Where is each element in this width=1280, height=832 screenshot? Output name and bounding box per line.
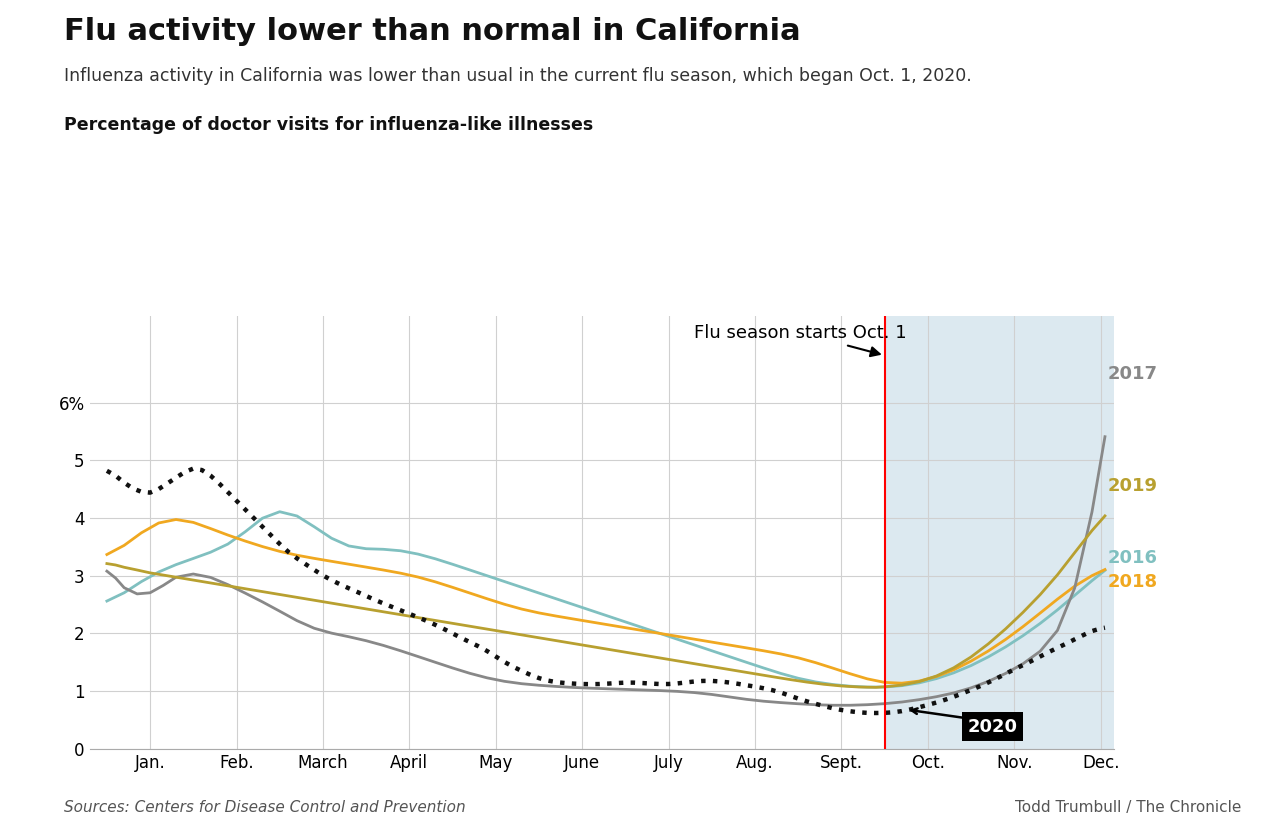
Text: Influenza activity in California was lower than usual in the current flu season,: Influenza activity in California was low… bbox=[64, 67, 972, 85]
Text: Todd Trumbull / The Chronicle: Todd Trumbull / The Chronicle bbox=[1015, 800, 1242, 815]
Text: 2020: 2020 bbox=[968, 718, 1018, 735]
Text: Sources: Centers for Disease Control and Prevention: Sources: Centers for Disease Control and… bbox=[64, 800, 466, 815]
Text: 2018: 2018 bbox=[1107, 572, 1157, 591]
Text: 2019: 2019 bbox=[1107, 478, 1157, 495]
Bar bbox=[884, 316, 1139, 749]
Text: Flu season starts Oct. 1: Flu season starts Oct. 1 bbox=[695, 324, 908, 356]
Text: Percentage of doctor visits for influenza-like illnesses: Percentage of doctor visits for influenz… bbox=[64, 116, 593, 135]
Text: 2017: 2017 bbox=[1107, 365, 1157, 383]
Text: 2016: 2016 bbox=[1107, 549, 1157, 567]
Text: Flu activity lower than normal in California: Flu activity lower than normal in Califo… bbox=[64, 17, 800, 46]
